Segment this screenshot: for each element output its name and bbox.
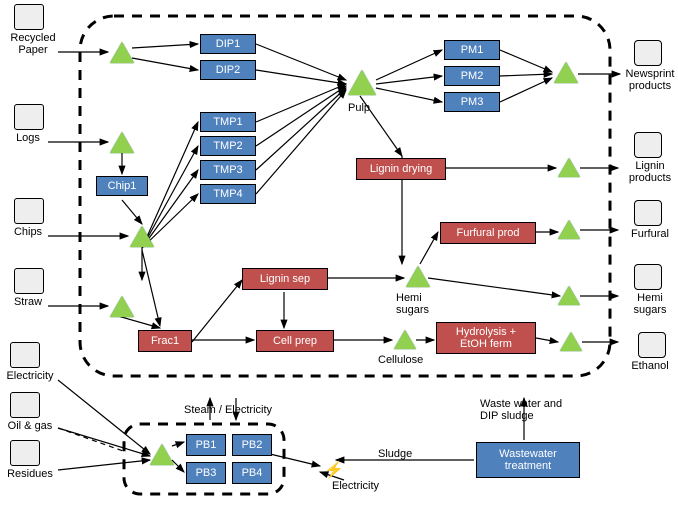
input-icon-logs bbox=[14, 104, 44, 130]
process-PB4: PB4 bbox=[232, 462, 272, 484]
process-Frac1: Frac1 bbox=[138, 330, 192, 352]
input-label-straw: Straw bbox=[8, 296, 48, 308]
output-icon-newsprint bbox=[634, 40, 662, 66]
input-icon-oilgas bbox=[10, 392, 40, 418]
edge bbox=[58, 428, 150, 456]
edge bbox=[376, 76, 442, 84]
output-icon-hemi bbox=[634, 264, 662, 290]
output-label-ethanol: Ethanol bbox=[624, 360, 676, 372]
triangle-t-pulp bbox=[348, 70, 376, 95]
edge bbox=[118, 316, 160, 328]
process-TMP2: TMP2 bbox=[200, 136, 256, 156]
label-l-pulp: Pulp bbox=[348, 102, 370, 114]
edge bbox=[500, 74, 552, 76]
triangle-t-lignin bbox=[558, 158, 580, 177]
output-label-lignin: Ligninproducts bbox=[620, 160, 678, 184]
input-label-logs: Logs bbox=[8, 132, 48, 144]
label-l-cell: Cellulose bbox=[378, 354, 423, 366]
input-label-electricity: Electricity bbox=[4, 370, 56, 382]
edge bbox=[58, 460, 150, 470]
process-CellPrep: Cell prep bbox=[256, 330, 334, 352]
process-TMP1: TMP1 bbox=[200, 112, 256, 132]
edge bbox=[256, 86, 346, 146]
edge bbox=[536, 338, 558, 342]
output-icon-lignin bbox=[634, 132, 662, 158]
edge bbox=[132, 58, 198, 70]
process-PB3: PB3 bbox=[186, 462, 226, 484]
process-PB2: PB2 bbox=[232, 434, 272, 456]
edge bbox=[420, 232, 438, 264]
edge bbox=[256, 70, 346, 84]
triangle-t-hemi2 bbox=[558, 286, 580, 305]
input-label-recycled: RecycledPaper bbox=[8, 32, 58, 56]
triangle-t-pm bbox=[554, 62, 578, 83]
label-l-steam: Steam / Electricity bbox=[184, 404, 272, 416]
input-label-chips: Chips bbox=[8, 226, 48, 238]
triangle-t-logs bbox=[110, 132, 134, 153]
triangle-t-cell bbox=[394, 330, 416, 349]
input-icon-residues bbox=[10, 440, 40, 466]
edge-dashed bbox=[58, 428, 126, 452]
edge bbox=[428, 278, 560, 296]
edge bbox=[256, 44, 346, 80]
process-HydEtOH: Hydrolysis +EtOH ferm bbox=[436, 322, 536, 354]
pylon-icon: ⚡ bbox=[324, 460, 344, 480]
input-icon-recycled bbox=[14, 4, 44, 30]
edge bbox=[256, 88, 346, 170]
process-PM2: PM2 bbox=[444, 66, 500, 86]
edge bbox=[500, 78, 552, 102]
diagram-canvas: DIP1 DIP2 TMP1 TMP2 TMP3 TMP4 Chip1 PM1 PM2 PM3 PB… bbox=[0, 0, 678, 518]
output-label-newsprint: Newsprintproducts bbox=[620, 68, 678, 92]
label-l-wwdip: Waste water andDIP sludge bbox=[480, 398, 562, 422]
process-FurfProd: Furfural prod bbox=[440, 222, 536, 244]
process-PM3: PM3 bbox=[444, 92, 500, 112]
triangle-t-straw bbox=[110, 296, 134, 317]
edge bbox=[500, 50, 552, 72]
output-icon-furfural bbox=[634, 200, 662, 226]
triangle-t-furf bbox=[558, 220, 580, 239]
input-label-residues: Residues bbox=[4, 468, 56, 480]
edge bbox=[256, 84, 346, 122]
process-TMP3: TMP3 bbox=[200, 160, 256, 180]
output-icon-ethanol bbox=[638, 332, 666, 358]
output-label-hemi: Hemisugars bbox=[620, 292, 678, 316]
edge bbox=[376, 50, 442, 80]
label-l-elecOut: Electricity bbox=[332, 480, 379, 492]
edge bbox=[192, 280, 242, 342]
input-icon-straw bbox=[14, 268, 44, 294]
process-LigninDry: Lignin drying bbox=[356, 158, 446, 180]
process-PM1: PM1 bbox=[444, 40, 500, 60]
input-label-oilgas: Oil & gas bbox=[4, 420, 56, 432]
process-PB1: PB1 bbox=[186, 434, 226, 456]
edge bbox=[142, 250, 160, 326]
edge bbox=[132, 44, 198, 48]
label-l-sludge: Sludge bbox=[378, 448, 412, 460]
triangle-t-recycled bbox=[110, 42, 134, 63]
edge bbox=[256, 90, 346, 194]
triangle-t-hemi bbox=[406, 266, 430, 287]
process-DIP1: DIP1 bbox=[200, 34, 256, 54]
process-DIP2: DIP2 bbox=[200, 60, 256, 80]
input-icon-electricity bbox=[10, 342, 40, 368]
process-LigninSep: Lignin sep bbox=[242, 268, 328, 290]
process-TMP4: TMP4 bbox=[200, 184, 256, 204]
edge bbox=[122, 200, 142, 224]
triangle-t-etoh bbox=[560, 332, 582, 351]
input-icon-chips bbox=[14, 198, 44, 224]
process-Chip1: Chip1 bbox=[96, 176, 148, 196]
edge bbox=[376, 88, 442, 102]
output-label-furfural: Furfural bbox=[620, 228, 678, 240]
triangle-t-pb bbox=[150, 444, 174, 465]
triangle-t-chips bbox=[130, 226, 154, 247]
edge bbox=[270, 454, 320, 466]
edge bbox=[58, 380, 150, 454]
process-WWT: Wastewatertreatment bbox=[476, 442, 580, 478]
label-l-hemi: Hemisugars bbox=[396, 292, 429, 316]
